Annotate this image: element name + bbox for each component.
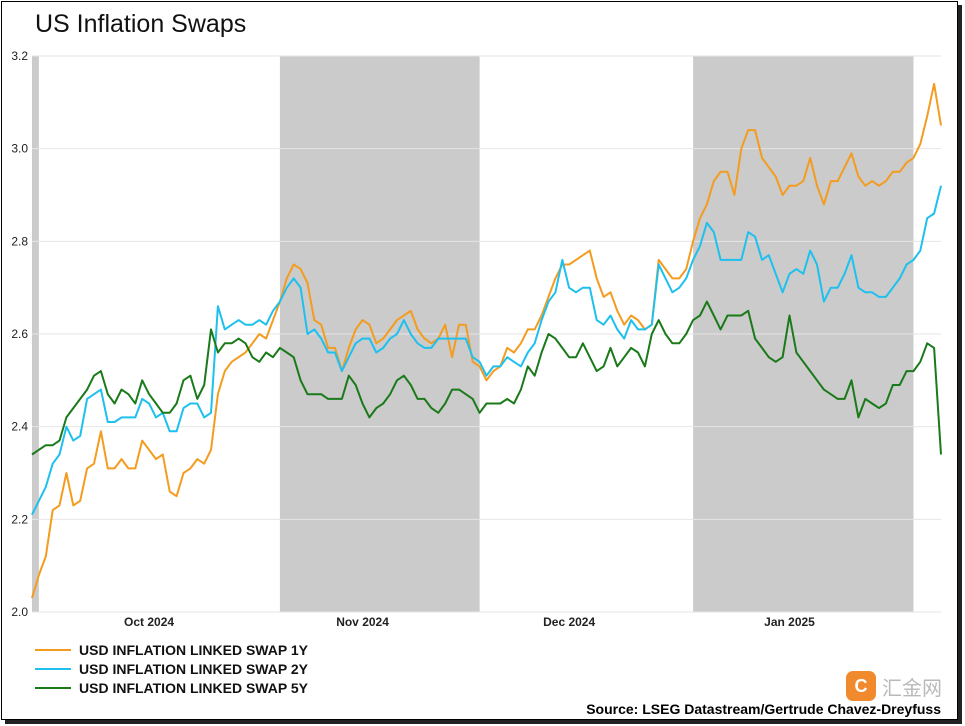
watermark-text: 汇金网 xyxy=(882,677,942,700)
source-note: Source: LSEG Datastream/Gertrude Chavez-… xyxy=(586,701,941,717)
series-line-5y xyxy=(31,300,942,456)
legend-item-1y: USD INFLATION LINKED SWAP 1Y xyxy=(35,640,308,659)
y-tick-label: 3.2 xyxy=(11,49,28,63)
y-tick-label: 2.0 xyxy=(11,605,28,619)
series-line-1y xyxy=(31,82,942,599)
legend: USD INFLATION LINKED SWAP 1Y USD INFLATI… xyxy=(35,640,308,697)
x-tick-label: Oct 2024 xyxy=(124,615,174,629)
x-tick-label: Nov 2024 xyxy=(336,615,389,629)
legend-label-1y: USD INFLATION LINKED SWAP 1Y xyxy=(79,641,308,658)
legend-swatch-5y xyxy=(35,686,71,689)
legend-swatch-2y xyxy=(35,667,71,670)
y-tick-label: 3.0 xyxy=(11,142,28,156)
watermark-logo-icon: C xyxy=(846,671,876,701)
legend-label-5y: USD INFLATION LINKED SWAP 5Y xyxy=(79,679,308,696)
y-tick-label: 2.4 xyxy=(11,420,28,434)
legend-item-2y: USD INFLATION LINKED SWAP 2Y xyxy=(35,659,308,678)
y-tick-label: 2.2 xyxy=(11,512,28,526)
chart-title: US Inflation Swaps xyxy=(35,10,247,38)
legend-item-5y: USD INFLATION LINKED SWAP 5Y xyxy=(35,678,308,697)
y-tick-label: 2.8 xyxy=(11,234,28,248)
x-tick-label: Jan 2025 xyxy=(764,615,815,629)
y-tick-label: 2.6 xyxy=(11,327,28,341)
series-line-2y xyxy=(31,185,942,516)
watermark: C 汇金网 xyxy=(846,671,942,701)
x-tick-label: Dec 2024 xyxy=(543,615,595,629)
legend-label-2y: USD INFLATION LINKED SWAP 2Y xyxy=(79,660,308,677)
legend-swatch-1y xyxy=(35,648,71,651)
